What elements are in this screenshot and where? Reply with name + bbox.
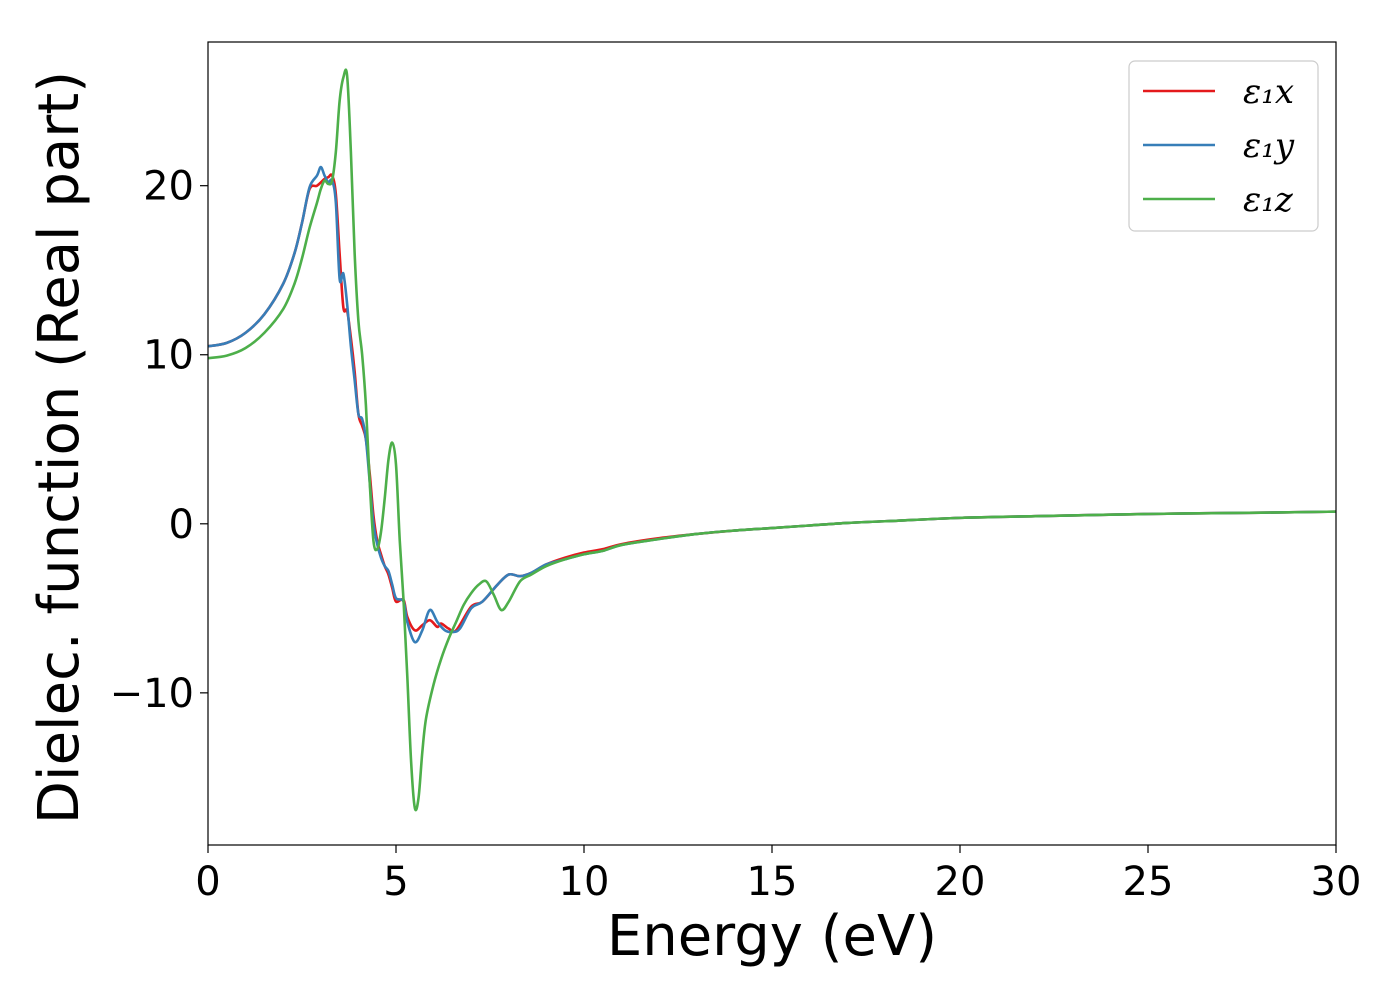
legend-items: ε₁x ε₁y ε₁z <box>1143 72 1295 220</box>
legend: ε₁x ε₁y ε₁z <box>1128 60 1319 232</box>
x-axis-ticks: 0 5 10 15 20 25 30 <box>195 845 1361 905</box>
x-tick-label: 30 <box>1311 859 1362 905</box>
series-layer <box>208 68 1336 812</box>
series-line-e1x <box>208 173 1336 634</box>
y-tick-label: −10 <box>110 671 194 717</box>
x-tick-label: 25 <box>1123 859 1174 905</box>
x-tick-label: 20 <box>935 859 986 905</box>
y-tick-label: 0 <box>169 502 194 548</box>
y-axis-title: Dielec. function (Real part) <box>27 71 92 824</box>
legend-label: ε₁x <box>1243 72 1294 112</box>
x-tick-label: 5 <box>383 859 408 905</box>
series-line-e1z <box>208 68 1336 812</box>
series-line-e1y <box>208 165 1336 644</box>
legend-label: ε₁z <box>1243 180 1294 220</box>
y-tick-label: 20 <box>143 164 194 210</box>
legend-label: ε₁y <box>1243 126 1295 166</box>
x-tick-label: 15 <box>747 859 798 905</box>
y-axis-ticks: −10 0 10 20 <box>110 164 208 717</box>
x-axis-title: Energy (eV) <box>607 904 937 969</box>
x-tick-label: 0 <box>195 859 220 905</box>
y-tick-label: 10 <box>143 333 194 379</box>
x-tick-label: 10 <box>559 859 610 905</box>
legend-box <box>1128 60 1319 232</box>
